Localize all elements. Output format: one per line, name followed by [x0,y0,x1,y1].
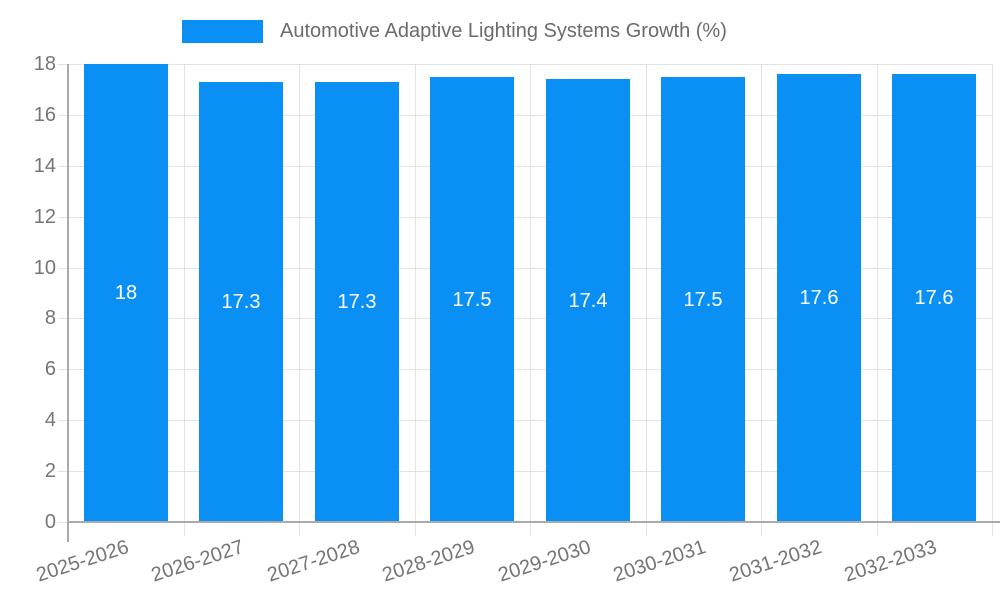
legend-swatch [182,20,263,43]
x-tick-label: 2026-2027 [149,536,247,587]
x-tick-label: 2031-2032 [727,536,825,587]
y-tick-label: 8 [44,307,56,329]
bar-value-label: 17.5 [452,289,492,311]
x-tick-label: 2025-2026 [34,536,132,587]
v-gridline [530,64,531,536]
y-tick-label: 4 [44,409,56,431]
y-tick-label: 14 [33,155,56,177]
h-gridline [58,471,992,472]
x-tick-label: 2027-2028 [265,536,363,587]
y-tick-label: 0 [44,511,56,533]
bar-value-label: 17.3 [221,291,261,313]
bar-value-label: 17.6 [914,287,954,309]
bar-value-label: 17.6 [799,287,839,309]
y-axis-line [67,64,69,542]
h-gridline [58,217,992,218]
y-tick-label: 18 [33,53,56,75]
y-tick-label: 12 [33,206,56,228]
bar [777,74,861,522]
h-gridline [58,318,992,319]
bar [430,77,514,522]
v-gridline [646,64,647,536]
bar [315,82,399,522]
v-gridline [415,64,416,536]
h-gridline [58,166,992,167]
x-tick-label: 2030-2031 [611,536,709,587]
bar [84,64,168,522]
v-gridline [184,64,185,536]
bar-value-label: 17.3 [337,291,377,313]
bar-value-label: 17.5 [683,289,723,311]
bar [892,74,976,522]
y-tick-label: 10 [33,257,56,279]
x-tick-label: 2029-2030 [496,536,594,587]
h-gridline [58,64,992,65]
x-tick-label: 2028-2029 [380,536,478,587]
h-gridline [58,369,992,370]
v-gridline [761,64,762,536]
bar [661,77,745,522]
h-gridline [58,420,992,421]
h-gridline [58,115,992,116]
v-gridline [299,64,300,536]
v-gridline [877,64,878,536]
bar-value-label: 17.4 [568,290,608,312]
h-gridline [58,268,992,269]
y-tick-label: 6 [44,358,56,380]
v-gridline [992,64,993,536]
x-axis-line [68,521,1000,523]
bar-value-label: 18 [114,282,138,304]
bar [199,82,283,522]
legend-label: Automotive Adaptive Lighting Systems Gro… [280,20,727,42]
bar [546,79,630,522]
y-tick-label: 2 [44,460,56,482]
x-tick-label: 2032-2033 [842,536,940,587]
y-tick-label: 16 [33,104,56,126]
